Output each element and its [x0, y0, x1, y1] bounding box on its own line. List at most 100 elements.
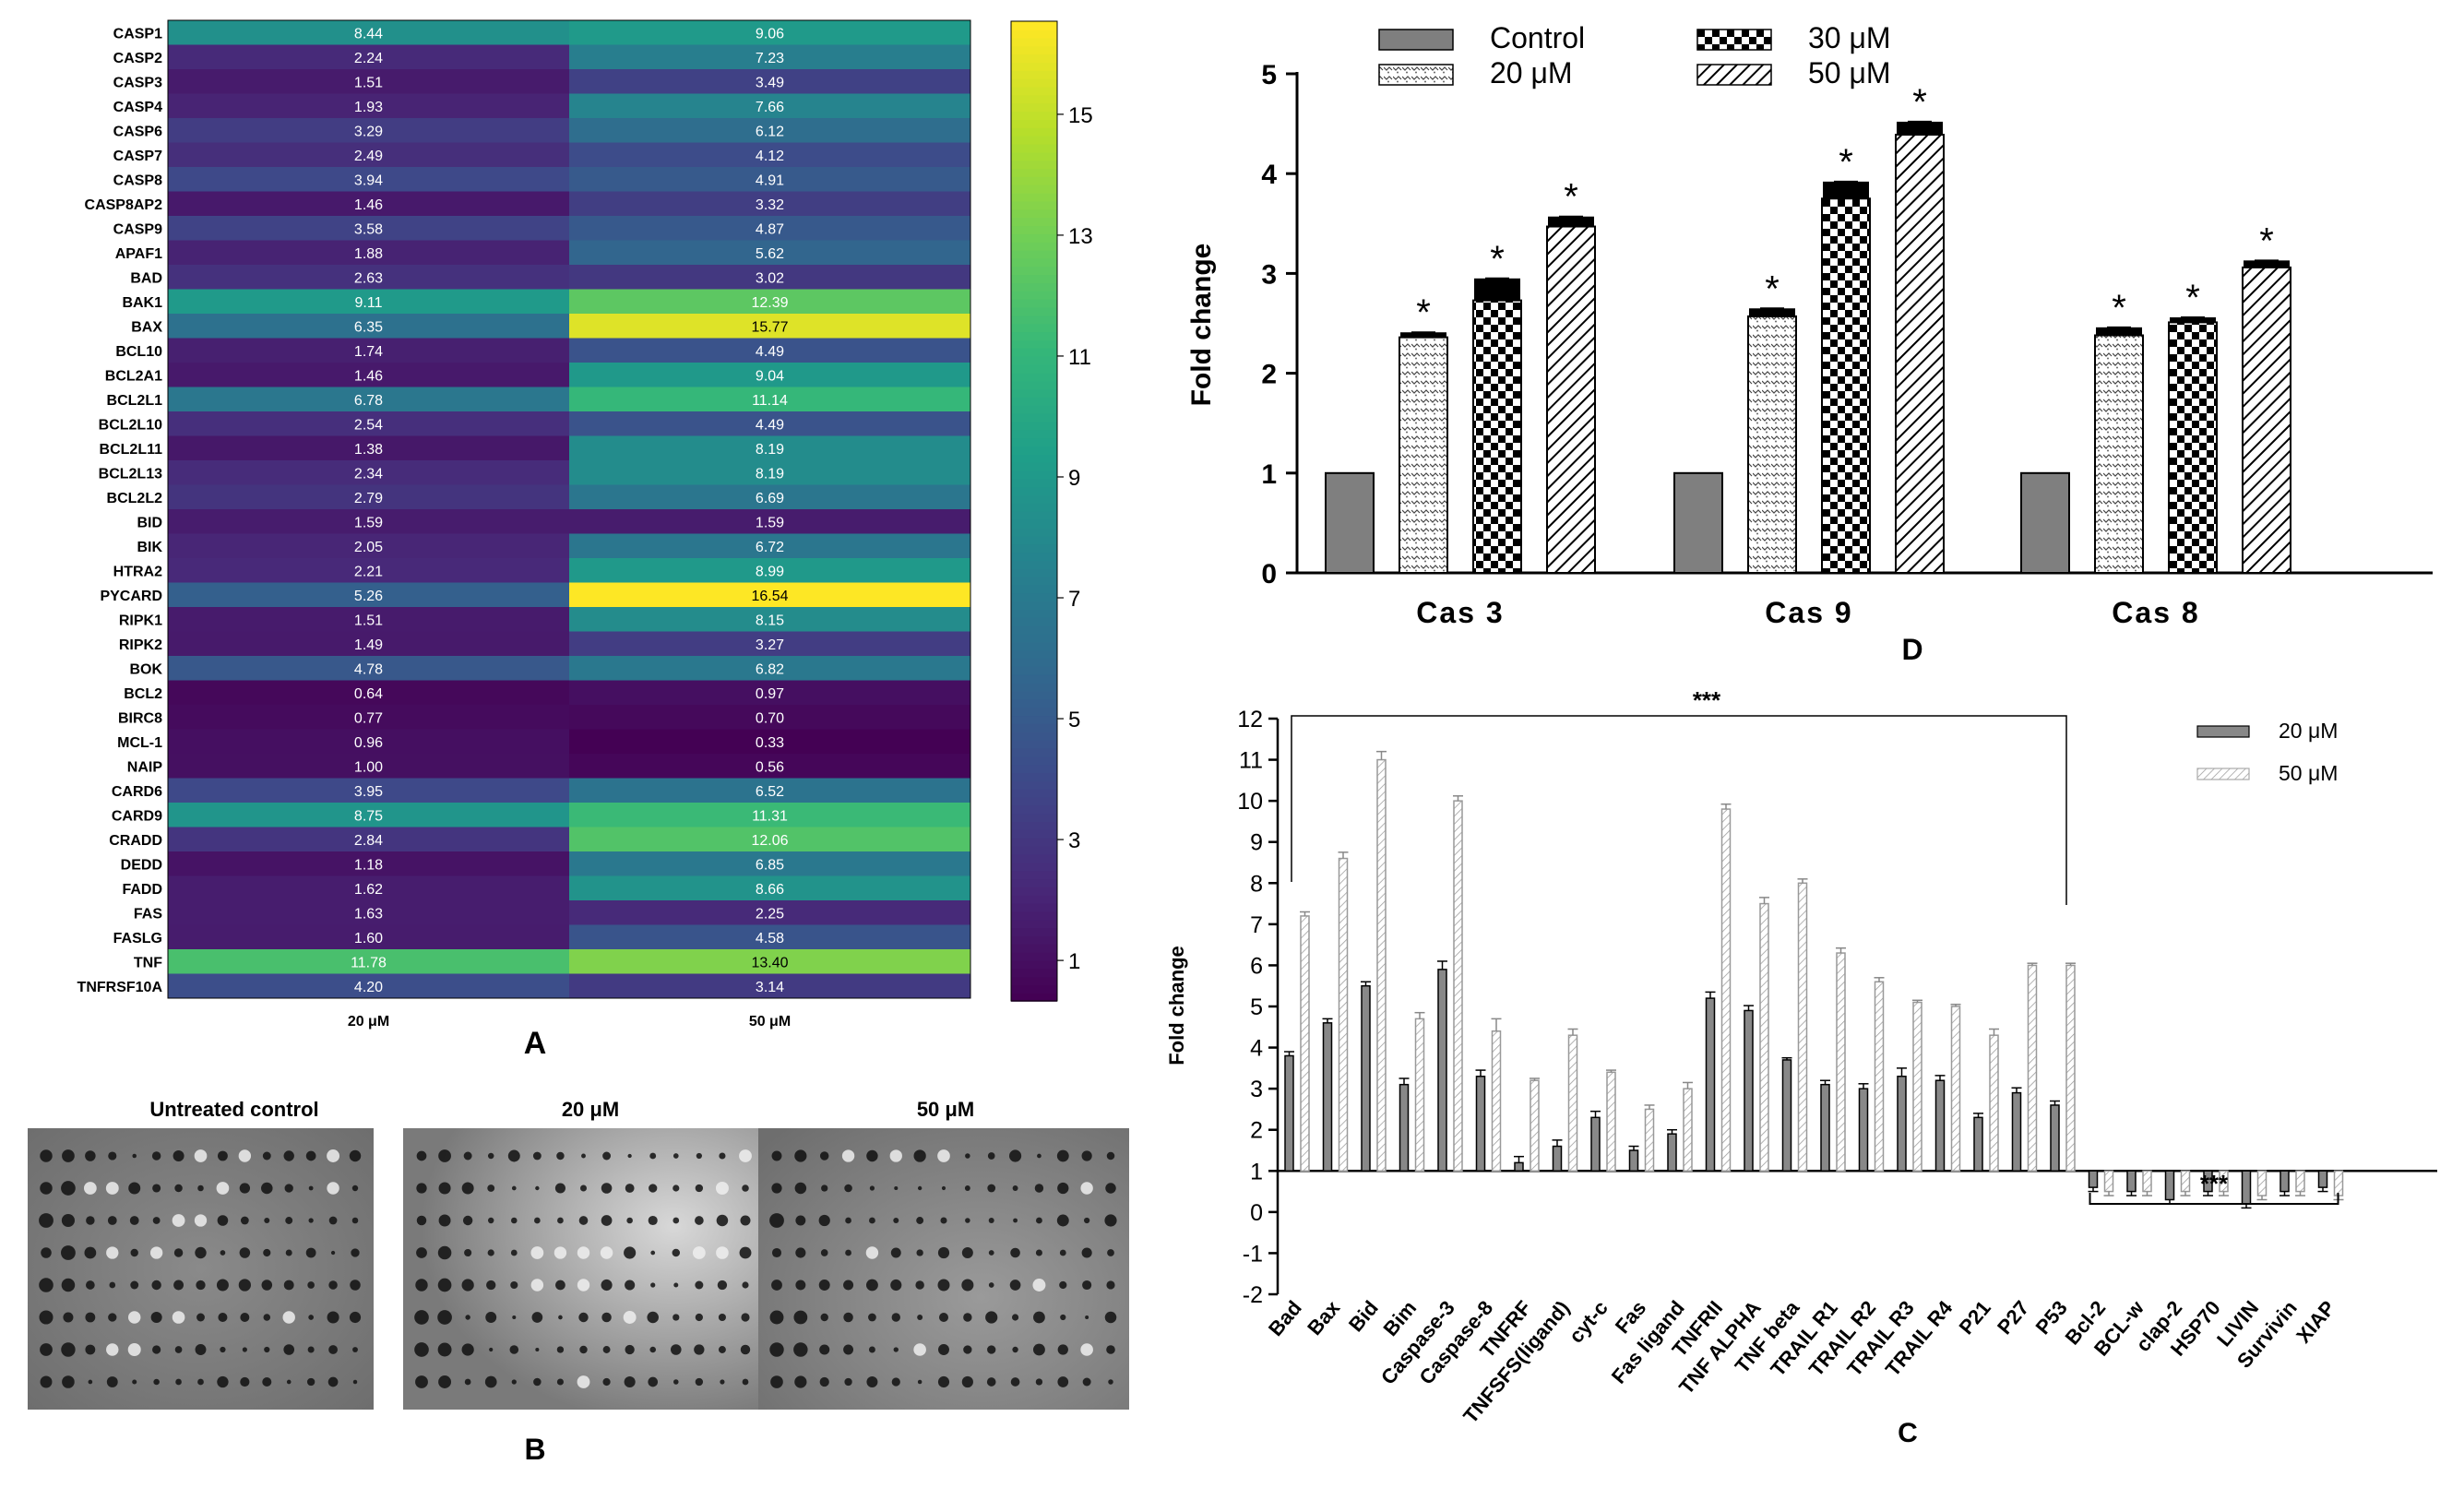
blot-spot: [554, 1183, 565, 1194]
heatmap-row-label: HTRA2: [113, 564, 162, 579]
heatmap-cell: [569, 314, 971, 339]
blot-spot: [351, 1248, 360, 1257]
bar: [2103, 1170, 2114, 1193]
colorbar-segment: [1011, 298, 1057, 308]
y-tick-label: 8: [1250, 871, 1263, 897]
blot-spot: [174, 1184, 183, 1193]
y-tick-label: 3: [1261, 259, 1277, 290]
heatmap-cell-value: 2.25: [756, 906, 784, 922]
heatmap-cell: [569, 851, 971, 876]
heatmap-cell-value: 1.00: [354, 759, 383, 775]
blot-spot: [672, 1248, 681, 1257]
heatmap-cell-value: 1.38: [354, 442, 383, 458]
heatmap-cell: [168, 69, 570, 94]
blot-spot: [769, 1310, 784, 1325]
bar: [1667, 1133, 1677, 1173]
blot-spot: [650, 1282, 656, 1288]
blot-spot: [869, 1217, 875, 1224]
heatmap-row-label: CASP4: [113, 100, 162, 115]
error-band: [1400, 332, 1446, 338]
error-band: [1823, 181, 1869, 199]
colorbar-segment: [1011, 454, 1057, 463]
colorbar-segment: [1011, 804, 1057, 815]
heatmap-row-label: CASP2: [113, 51, 162, 66]
blot-spot: [1060, 1314, 1066, 1321]
blot-spot: [308, 1315, 314, 1320]
y-tick-label: 6: [1250, 953, 1263, 979]
blot-spot: [913, 1343, 926, 1356]
bar: [1836, 952, 1846, 1173]
bar: [1720, 808, 1732, 1173]
colorbar-segment: [1011, 437, 1057, 446]
heatmap-cell-value: 8.15: [756, 613, 784, 628]
significance-star: *: [1416, 292, 1431, 333]
heatmap-cell-value: 0.64: [354, 686, 383, 702]
blot-spot: [673, 1217, 680, 1224]
heatmap-row-label: APAF1: [115, 246, 162, 262]
bar: [1338, 857, 1349, 1173]
blot-spot: [739, 1246, 752, 1259]
blot-spot: [819, 1344, 830, 1355]
heatmap-cell-value: 8.75: [354, 808, 383, 824]
colorbar-segment: [1011, 894, 1057, 904]
bar: [1858, 1088, 1869, 1173]
blot-spot: [307, 1281, 315, 1289]
heatmap-cell-value: 11.31: [752, 808, 788, 824]
bar: [1705, 997, 1716, 1173]
heatmap-panel-a: CASP1 8.44 9.06 CASP2 2.24 7.23 CASP3 1.51 3.49 C…: [77, 19, 971, 1030]
blot-spot: [330, 1250, 336, 1256]
heatmap-cell: [569, 754, 971, 779]
heatmap-cell-value: 1.46: [354, 368, 383, 384]
blot-spot: [890, 1279, 902, 1292]
blot-spot: [152, 1345, 161, 1354]
heatmap-row-label: BCL2L13: [99, 466, 162, 482]
bar: [1514, 1161, 1524, 1173]
blot-spot: [85, 1344, 96, 1355]
y-tick-label: 0: [1261, 559, 1277, 589]
blot-spot: [965, 1218, 970, 1223]
blot-spot: [938, 1312, 949, 1323]
blot-spot: [1008, 1149, 1022, 1162]
colorbar-segment: [1011, 168, 1057, 177]
blot-spot: [715, 1182, 729, 1195]
blot-spot: [600, 1246, 613, 1259]
blot-spot: [40, 1149, 53, 1162]
heatmap-cell-value: 1.74: [354, 344, 383, 360]
blot-spot: [106, 1343, 119, 1356]
blot-spot: [771, 1150, 782, 1161]
significance-bracket: [2089, 1193, 2339, 1205]
blot-spot: [670, 1344, 682, 1355]
x-tick-label: Cas 3: [1416, 596, 1504, 629]
heatmap-cell: [569, 460, 971, 485]
bar: [1300, 915, 1310, 1173]
blot-spot: [282, 1311, 295, 1324]
bar: [2126, 1170, 2137, 1193]
blot-image: [758, 1128, 1129, 1410]
blot-spot: [306, 1377, 315, 1387]
heatmap-cell: [569, 411, 971, 436]
bar: [2142, 1170, 2152, 1193]
panel-label-d: D: [1901, 633, 1922, 666]
colorbar-segment: [1011, 470, 1057, 480]
blot-spot: [1104, 1214, 1117, 1227]
heatmap-cell-value: 2.21: [354, 564, 383, 579]
blot-spot: [262, 1376, 272, 1387]
heatmap-cell-value: 4.87: [756, 221, 784, 237]
blot-spot: [961, 1247, 973, 1258]
colorbar-segment: [1011, 339, 1057, 349]
blot-spot: [941, 1185, 946, 1191]
blot-spot: [673, 1184, 680, 1192]
blot-spot: [1035, 1217, 1042, 1224]
blot-spot: [283, 1344, 295, 1355]
heatmap-cell: [569, 680, 971, 706]
colorbar-segment: [1011, 160, 1057, 170]
y-tick-label: 4: [1261, 160, 1277, 190]
bar: [1950, 1006, 1961, 1173]
blot-spot: [414, 1342, 429, 1357]
blot-spot: [694, 1344, 705, 1355]
blot-spot: [150, 1311, 162, 1324]
colorbar-segment: [1011, 494, 1057, 504]
blot-spot: [153, 1378, 160, 1386]
